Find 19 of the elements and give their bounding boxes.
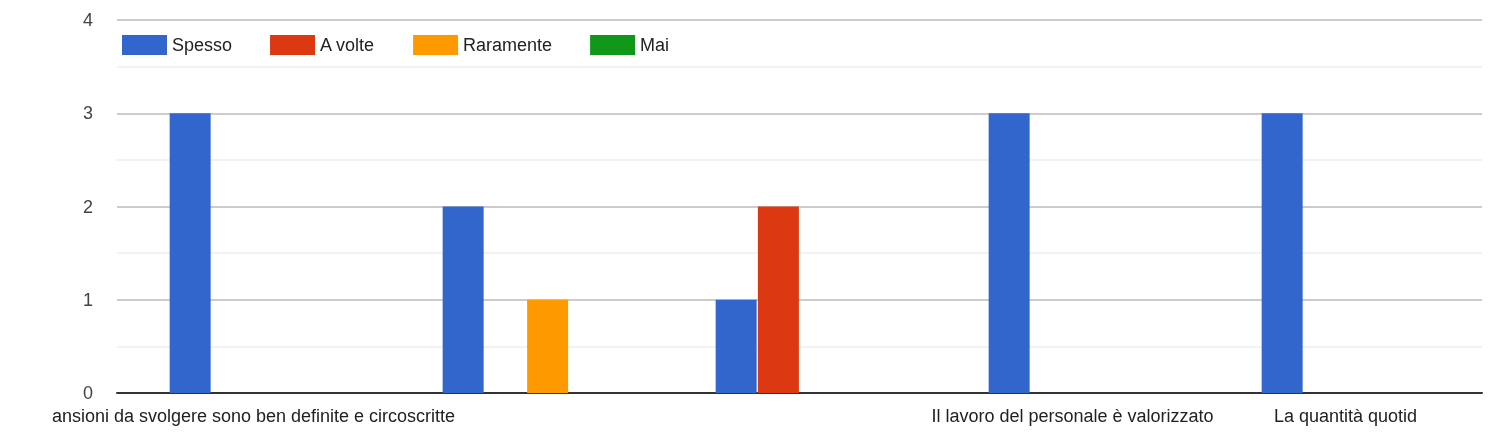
bar xyxy=(988,113,1030,393)
y-tick-label: 2 xyxy=(82,196,93,217)
y-tick-label: 4 xyxy=(82,10,93,30)
x-tick-label: La quantità quotid xyxy=(1273,406,1418,426)
legend-label: A volte xyxy=(320,35,375,55)
y-tick-label: 3 xyxy=(82,103,93,124)
x-tick-label: Il lavoro del personale è valorizzato xyxy=(931,406,1214,426)
bar xyxy=(169,113,211,393)
legend-label: Spesso xyxy=(172,35,233,55)
y-tick-label: 1 xyxy=(82,289,93,310)
bar xyxy=(757,206,799,393)
legend-label: Raramente xyxy=(463,35,553,55)
x-tick-label: ansioni da svolgere sono ben definite e circoscritte xyxy=(51,406,456,426)
bar xyxy=(1261,113,1303,393)
y-tick-label: 0 xyxy=(82,383,93,403)
legend-label: Mai xyxy=(640,35,670,55)
bar xyxy=(442,206,484,393)
bar xyxy=(715,299,757,393)
bar xyxy=(527,299,569,393)
